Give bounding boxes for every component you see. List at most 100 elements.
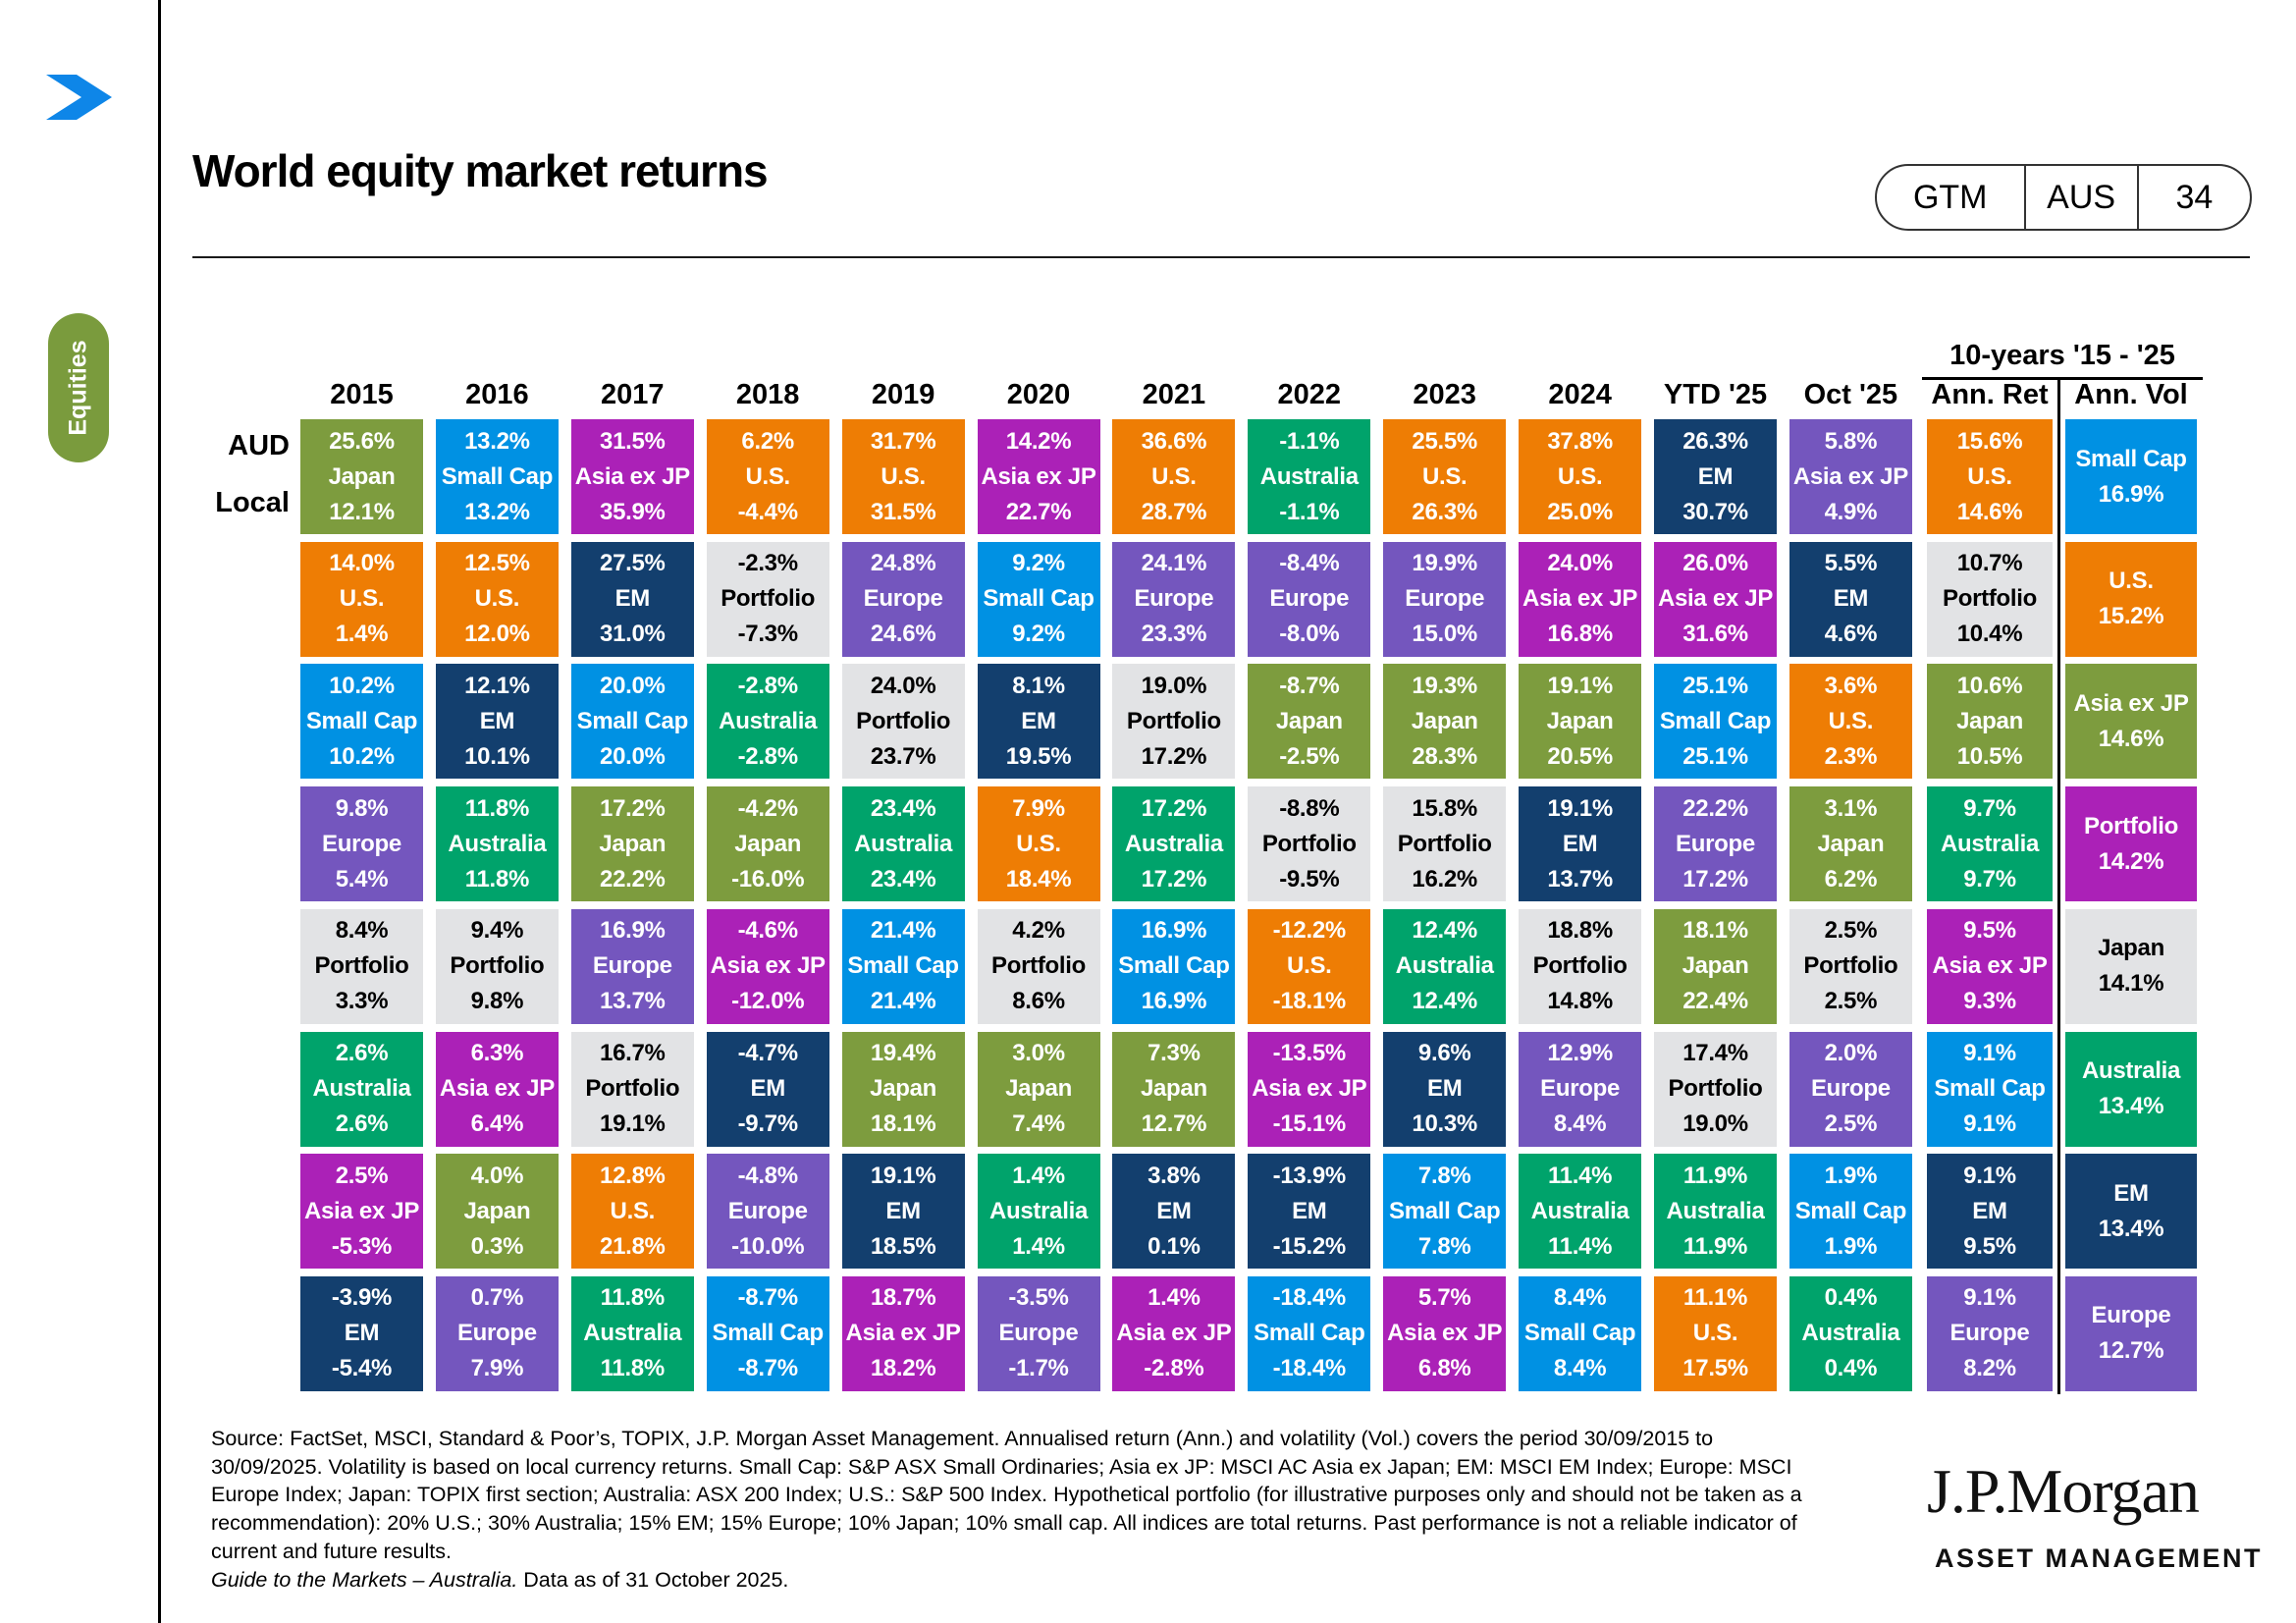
local-return-value: -10.0% xyxy=(731,1232,805,1260)
local-return-value: 18.5% xyxy=(870,1232,936,1260)
local-return-value: 5.4% xyxy=(335,865,389,893)
asset-name: Asia ex JP xyxy=(303,1197,420,1224)
asset-name: Japan xyxy=(870,1075,937,1102)
return-cell: 36.6% U.S. 28.7% xyxy=(1112,419,1236,534)
asset-name: EM xyxy=(1562,830,1598,857)
local-return-value: 17.2% xyxy=(1141,865,1207,893)
local-return-value: 12.4% xyxy=(1412,988,1477,1015)
local-return-value: 9.7% xyxy=(1963,865,2016,893)
local-return-value: 19.1% xyxy=(600,1110,666,1137)
aud-return-value: 9.1% xyxy=(1963,1162,2016,1189)
return-cell: 2.6% Australia 2.6% xyxy=(300,1031,423,1147)
return-cell: 20.0% Small Cap 20.0% xyxy=(570,664,694,780)
local-return-value: 11.8% xyxy=(600,1355,666,1382)
return-cell: 19.1% EM 18.5% xyxy=(841,1154,965,1270)
local-return-value: -8.7% xyxy=(737,1355,799,1382)
return-cell: 31.5% Asia ex JP 35.9% xyxy=(570,419,694,534)
gtm-badge-region: AUS xyxy=(2023,166,2139,229)
local-return-value: 22.4% xyxy=(1682,988,1748,1015)
local-return-value: 2.3% xyxy=(1824,742,1878,770)
local-return-value: 0.4% xyxy=(1824,1355,1878,1382)
asset-name: Asia ex JP xyxy=(2073,689,2189,717)
column-header-year: 2015 xyxy=(330,379,394,410)
local-return-value: 25.1% xyxy=(1682,742,1748,770)
local-return-value: 20.0% xyxy=(600,742,666,770)
aud-return-value: 19.3% xyxy=(1412,672,1477,699)
aud-return-value: -12.2% xyxy=(1272,917,1347,945)
local-return-value: 11.4% xyxy=(1547,1232,1613,1260)
asset-name: Australia xyxy=(1940,830,2039,857)
asset-name: Asia ex JP xyxy=(574,462,690,490)
asset-name: Small Cap xyxy=(983,585,1095,613)
aud-return-value: -4.8% xyxy=(737,1162,799,1189)
local-return-value: 2.5% xyxy=(1824,988,1878,1015)
footnote-line: Europe Index; Japan: TOPIX first section… xyxy=(211,1483,1802,1507)
column-header-year: YTD '25 xyxy=(1663,379,1768,410)
local-return-value: 2.5% xyxy=(1824,1110,1878,1137)
return-cell: 31.7% U.S. 31.5% xyxy=(841,419,965,534)
return-cell: 4.0% Japan 0.3% xyxy=(435,1154,559,1270)
local-return-value: 22.7% xyxy=(1005,498,1072,525)
asset-name: Japan xyxy=(1682,952,1749,980)
footnote-line: Source: FactSet, MSCI, Standard & Poor’s… xyxy=(211,1427,1714,1450)
aud-return-value: 10.2% xyxy=(329,672,395,699)
local-return-value: -16.0% xyxy=(731,865,805,893)
asset-name: U.S. xyxy=(1016,830,1061,857)
local-return-value: -8.0% xyxy=(1279,621,1340,648)
local-return-value: 23.7% xyxy=(870,742,936,770)
asset-name: Small Cap xyxy=(1523,1320,1636,1347)
aud-return-value: 11.8% xyxy=(464,794,530,822)
asset-name: Australia xyxy=(2081,1057,2180,1084)
local-return-value: 16.2% xyxy=(1412,865,1477,893)
aud-return-value: 1.4% xyxy=(1148,1284,1201,1312)
aud-return-value: 19.4% xyxy=(870,1040,936,1066)
asset-name: Small Cap xyxy=(1659,707,1772,734)
aud-return-value: 3.6% xyxy=(1824,672,1878,699)
aud-return-value: -18.4% xyxy=(1272,1284,1347,1312)
local-return-value: 17.2% xyxy=(1141,742,1207,770)
asset-name: Japan xyxy=(328,462,396,490)
return-cell: 19.1% EM 13.7% xyxy=(1519,786,1642,902)
return-cell: 8.4% Portfolio 3.3% xyxy=(300,908,423,1024)
local-return-value: 2.6% xyxy=(335,1110,389,1137)
asset-name: Asia ex JP xyxy=(1252,1075,1367,1102)
return-cell: 11.8% Australia 11.8% xyxy=(435,786,559,902)
local-return-value: 8.6% xyxy=(1012,988,1065,1015)
asset-name: Portfolio xyxy=(1261,830,1357,857)
return-cell: 15.8% Portfolio 16.2% xyxy=(1383,786,1507,902)
local-return-value: -4.4% xyxy=(737,498,799,525)
aud-return-value: 19.9% xyxy=(1412,550,1477,577)
local-return-value: 9.8% xyxy=(470,988,524,1015)
local-return-value: 18.1% xyxy=(870,1110,936,1137)
asset-name: EM xyxy=(750,1075,785,1102)
local-return-value: 16.8% xyxy=(1547,621,1613,648)
aud-return-value: 14.0% xyxy=(329,550,395,577)
return-cell: 17.4% Portfolio 19.0% xyxy=(1654,1031,1777,1147)
asset-name: Portfolio xyxy=(856,707,951,734)
local-return-value: 17.2% xyxy=(1682,865,1748,893)
aud-return-value: -3.5% xyxy=(1008,1284,1069,1312)
asset-name: Australia xyxy=(1259,462,1359,490)
asset-name: Small Cap xyxy=(1254,1320,1365,1347)
return-cell: 2.5% Portfolio 2.5% xyxy=(1789,908,1912,1024)
local-return-value: 11.9% xyxy=(1682,1232,1748,1260)
ann-ret-cell: 9.1% Small Cap 9.1% xyxy=(1927,1031,2053,1147)
aud-return-value: 2.5% xyxy=(335,1162,389,1189)
asset-name: EM xyxy=(885,1197,921,1224)
return-cell: -4.2% Japan -16.0% xyxy=(706,786,829,902)
asset-name: U.S. xyxy=(1151,462,1197,490)
local-return-value: 21.8% xyxy=(600,1232,666,1260)
asset-name: Asia ex JP xyxy=(1932,952,2048,980)
local-return-value: 22.2% xyxy=(600,865,666,893)
local-return-value: 14.6% xyxy=(1956,498,2023,525)
return-cell: 8.1% EM 19.5% xyxy=(977,664,1100,780)
ann-vol-cell: EM 13.4% xyxy=(2065,1154,2197,1270)
aud-return-value: -8.4% xyxy=(1279,550,1340,577)
local-return-value: -9.5% xyxy=(1279,865,1340,893)
local-return-value: 17.5% xyxy=(1682,1355,1748,1382)
aud-return-value: 15.8% xyxy=(1412,794,1477,822)
local-return-value: 8.4% xyxy=(1553,1110,1607,1137)
local-return-value: 28.3% xyxy=(1412,742,1477,770)
aud-return-value: 6.3% xyxy=(470,1040,524,1066)
return-cell: 22.2% Europe 17.2% xyxy=(1654,786,1777,902)
